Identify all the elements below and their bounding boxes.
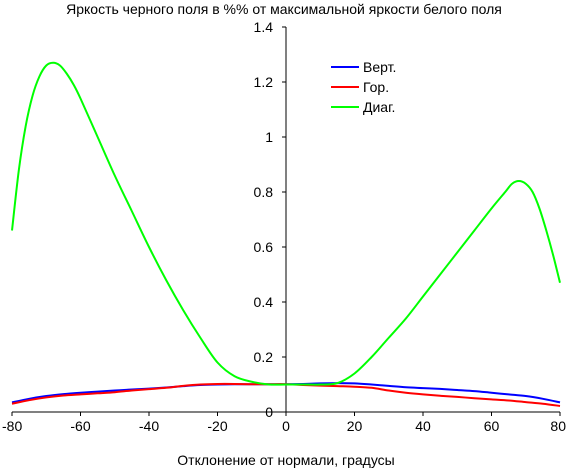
chart-title: Яркость черного поля в %% от максимально… <box>66 1 502 17</box>
x-tick-label: 40 <box>415 418 431 434</box>
x-tick-label: -80 <box>2 418 22 434</box>
x-tick-label: -20 <box>207 418 227 434</box>
y-tick-label: 1 <box>265 129 273 145</box>
legend: Верт. Гор. Диаг. <box>331 59 396 115</box>
y-tick-label: 0.4 <box>254 294 274 310</box>
y-ticks: 0 0.2 0.4 0.6 0.8 1 1.2 1.4 <box>254 19 286 420</box>
legend-label: Верт. <box>363 59 396 75</box>
legend-label: Гор. <box>363 79 389 95</box>
x-tick-label: -40 <box>139 418 159 434</box>
x-axis-title: Отклонение от нормали, градусы <box>177 452 394 468</box>
legend-label: Диаг. <box>363 99 395 115</box>
y-tick-label: 0.8 <box>254 184 274 200</box>
y-tick-label: 0.6 <box>254 239 274 255</box>
x-tick-label: -60 <box>70 418 90 434</box>
x-tick-label: 80 <box>550 418 566 434</box>
y-tick-label: 0.2 <box>254 349 274 365</box>
x-tick-label: 20 <box>347 418 363 434</box>
y-tick-label: 0 <box>265 404 273 420</box>
y-tick-label: 1.2 <box>254 74 274 90</box>
x-tick-label: 60 <box>484 418 500 434</box>
series-line <box>11 61 561 386</box>
series-lines <box>11 61 561 407</box>
x-ticks: -80 -60 -40 -20 0 20 40 60 80 <box>2 412 566 434</box>
y-tick-label: 1.4 <box>254 19 274 35</box>
x-tick-label: 0 <box>282 418 290 434</box>
